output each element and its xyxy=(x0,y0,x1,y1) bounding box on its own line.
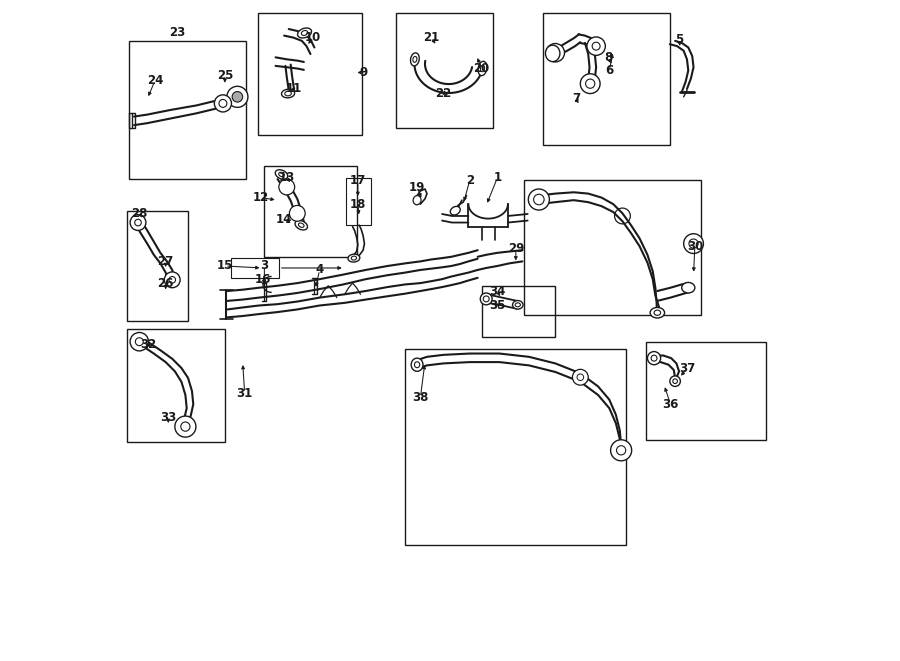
Ellipse shape xyxy=(348,254,360,262)
Circle shape xyxy=(587,37,606,56)
Circle shape xyxy=(214,95,231,112)
Circle shape xyxy=(165,272,180,288)
Text: 25: 25 xyxy=(217,69,233,81)
Circle shape xyxy=(580,74,600,94)
Text: 31: 31 xyxy=(237,387,253,399)
Bar xyxy=(544,13,670,145)
Ellipse shape xyxy=(295,220,308,230)
Bar xyxy=(524,180,701,315)
Circle shape xyxy=(610,440,632,461)
Text: 17: 17 xyxy=(350,174,366,187)
Ellipse shape xyxy=(413,196,421,205)
Text: 19: 19 xyxy=(409,180,426,194)
Bar xyxy=(129,41,246,179)
Text: 18: 18 xyxy=(350,198,366,211)
Text: 34: 34 xyxy=(490,284,506,297)
Bar xyxy=(405,349,626,545)
Text: 36: 36 xyxy=(662,398,679,410)
Text: 37: 37 xyxy=(679,362,695,375)
Ellipse shape xyxy=(670,376,680,387)
Ellipse shape xyxy=(481,293,492,305)
Text: 4: 4 xyxy=(316,264,324,276)
Text: 16: 16 xyxy=(254,272,271,286)
Circle shape xyxy=(130,332,148,351)
Ellipse shape xyxy=(681,282,695,293)
Text: 28: 28 xyxy=(131,207,148,220)
Text: 12: 12 xyxy=(252,191,268,204)
Circle shape xyxy=(684,234,704,253)
Text: 10: 10 xyxy=(305,31,321,44)
Circle shape xyxy=(279,179,294,195)
Bar xyxy=(346,178,371,225)
Text: 27: 27 xyxy=(158,255,174,268)
Circle shape xyxy=(528,189,549,210)
Ellipse shape xyxy=(298,28,311,38)
Circle shape xyxy=(227,87,248,107)
Text: 38: 38 xyxy=(412,391,428,404)
Ellipse shape xyxy=(478,61,487,75)
Text: 23: 23 xyxy=(168,26,185,40)
Text: 26: 26 xyxy=(158,276,174,290)
Ellipse shape xyxy=(545,45,560,61)
Text: 32: 32 xyxy=(140,338,157,352)
Text: 21: 21 xyxy=(423,31,440,44)
Text: 24: 24 xyxy=(147,74,163,87)
Text: 14: 14 xyxy=(276,214,292,227)
Text: 29: 29 xyxy=(508,242,524,254)
Ellipse shape xyxy=(650,307,664,318)
Text: 8: 8 xyxy=(604,51,612,64)
Text: 3: 3 xyxy=(260,260,268,272)
Bar xyxy=(128,211,188,321)
Text: 30: 30 xyxy=(687,240,703,253)
Bar xyxy=(257,13,362,135)
Circle shape xyxy=(572,369,589,385)
Bar xyxy=(396,13,493,128)
Circle shape xyxy=(232,92,243,102)
Bar xyxy=(128,329,225,442)
Circle shape xyxy=(546,44,564,62)
Bar xyxy=(646,342,766,440)
Text: 33: 33 xyxy=(160,411,176,424)
Text: 35: 35 xyxy=(490,299,506,312)
Circle shape xyxy=(130,215,146,231)
Ellipse shape xyxy=(411,358,423,371)
Ellipse shape xyxy=(647,352,661,365)
Circle shape xyxy=(175,416,196,437)
Ellipse shape xyxy=(450,206,460,215)
Circle shape xyxy=(290,206,305,221)
Text: 6: 6 xyxy=(605,64,614,77)
Text: 9: 9 xyxy=(359,66,367,79)
Bar xyxy=(265,166,356,256)
Text: 13: 13 xyxy=(279,171,295,184)
Bar xyxy=(482,286,555,337)
Text: 22: 22 xyxy=(436,87,452,100)
Ellipse shape xyxy=(282,89,294,98)
Ellipse shape xyxy=(512,301,523,309)
Text: 15: 15 xyxy=(217,260,233,272)
Text: 20: 20 xyxy=(473,62,490,75)
Text: 1: 1 xyxy=(493,171,501,184)
Bar xyxy=(231,258,279,278)
Text: 2: 2 xyxy=(465,174,473,187)
Ellipse shape xyxy=(275,170,288,179)
Text: 7: 7 xyxy=(572,93,580,105)
Ellipse shape xyxy=(410,53,419,66)
Text: 11: 11 xyxy=(285,82,302,95)
Text: 5: 5 xyxy=(675,33,683,46)
